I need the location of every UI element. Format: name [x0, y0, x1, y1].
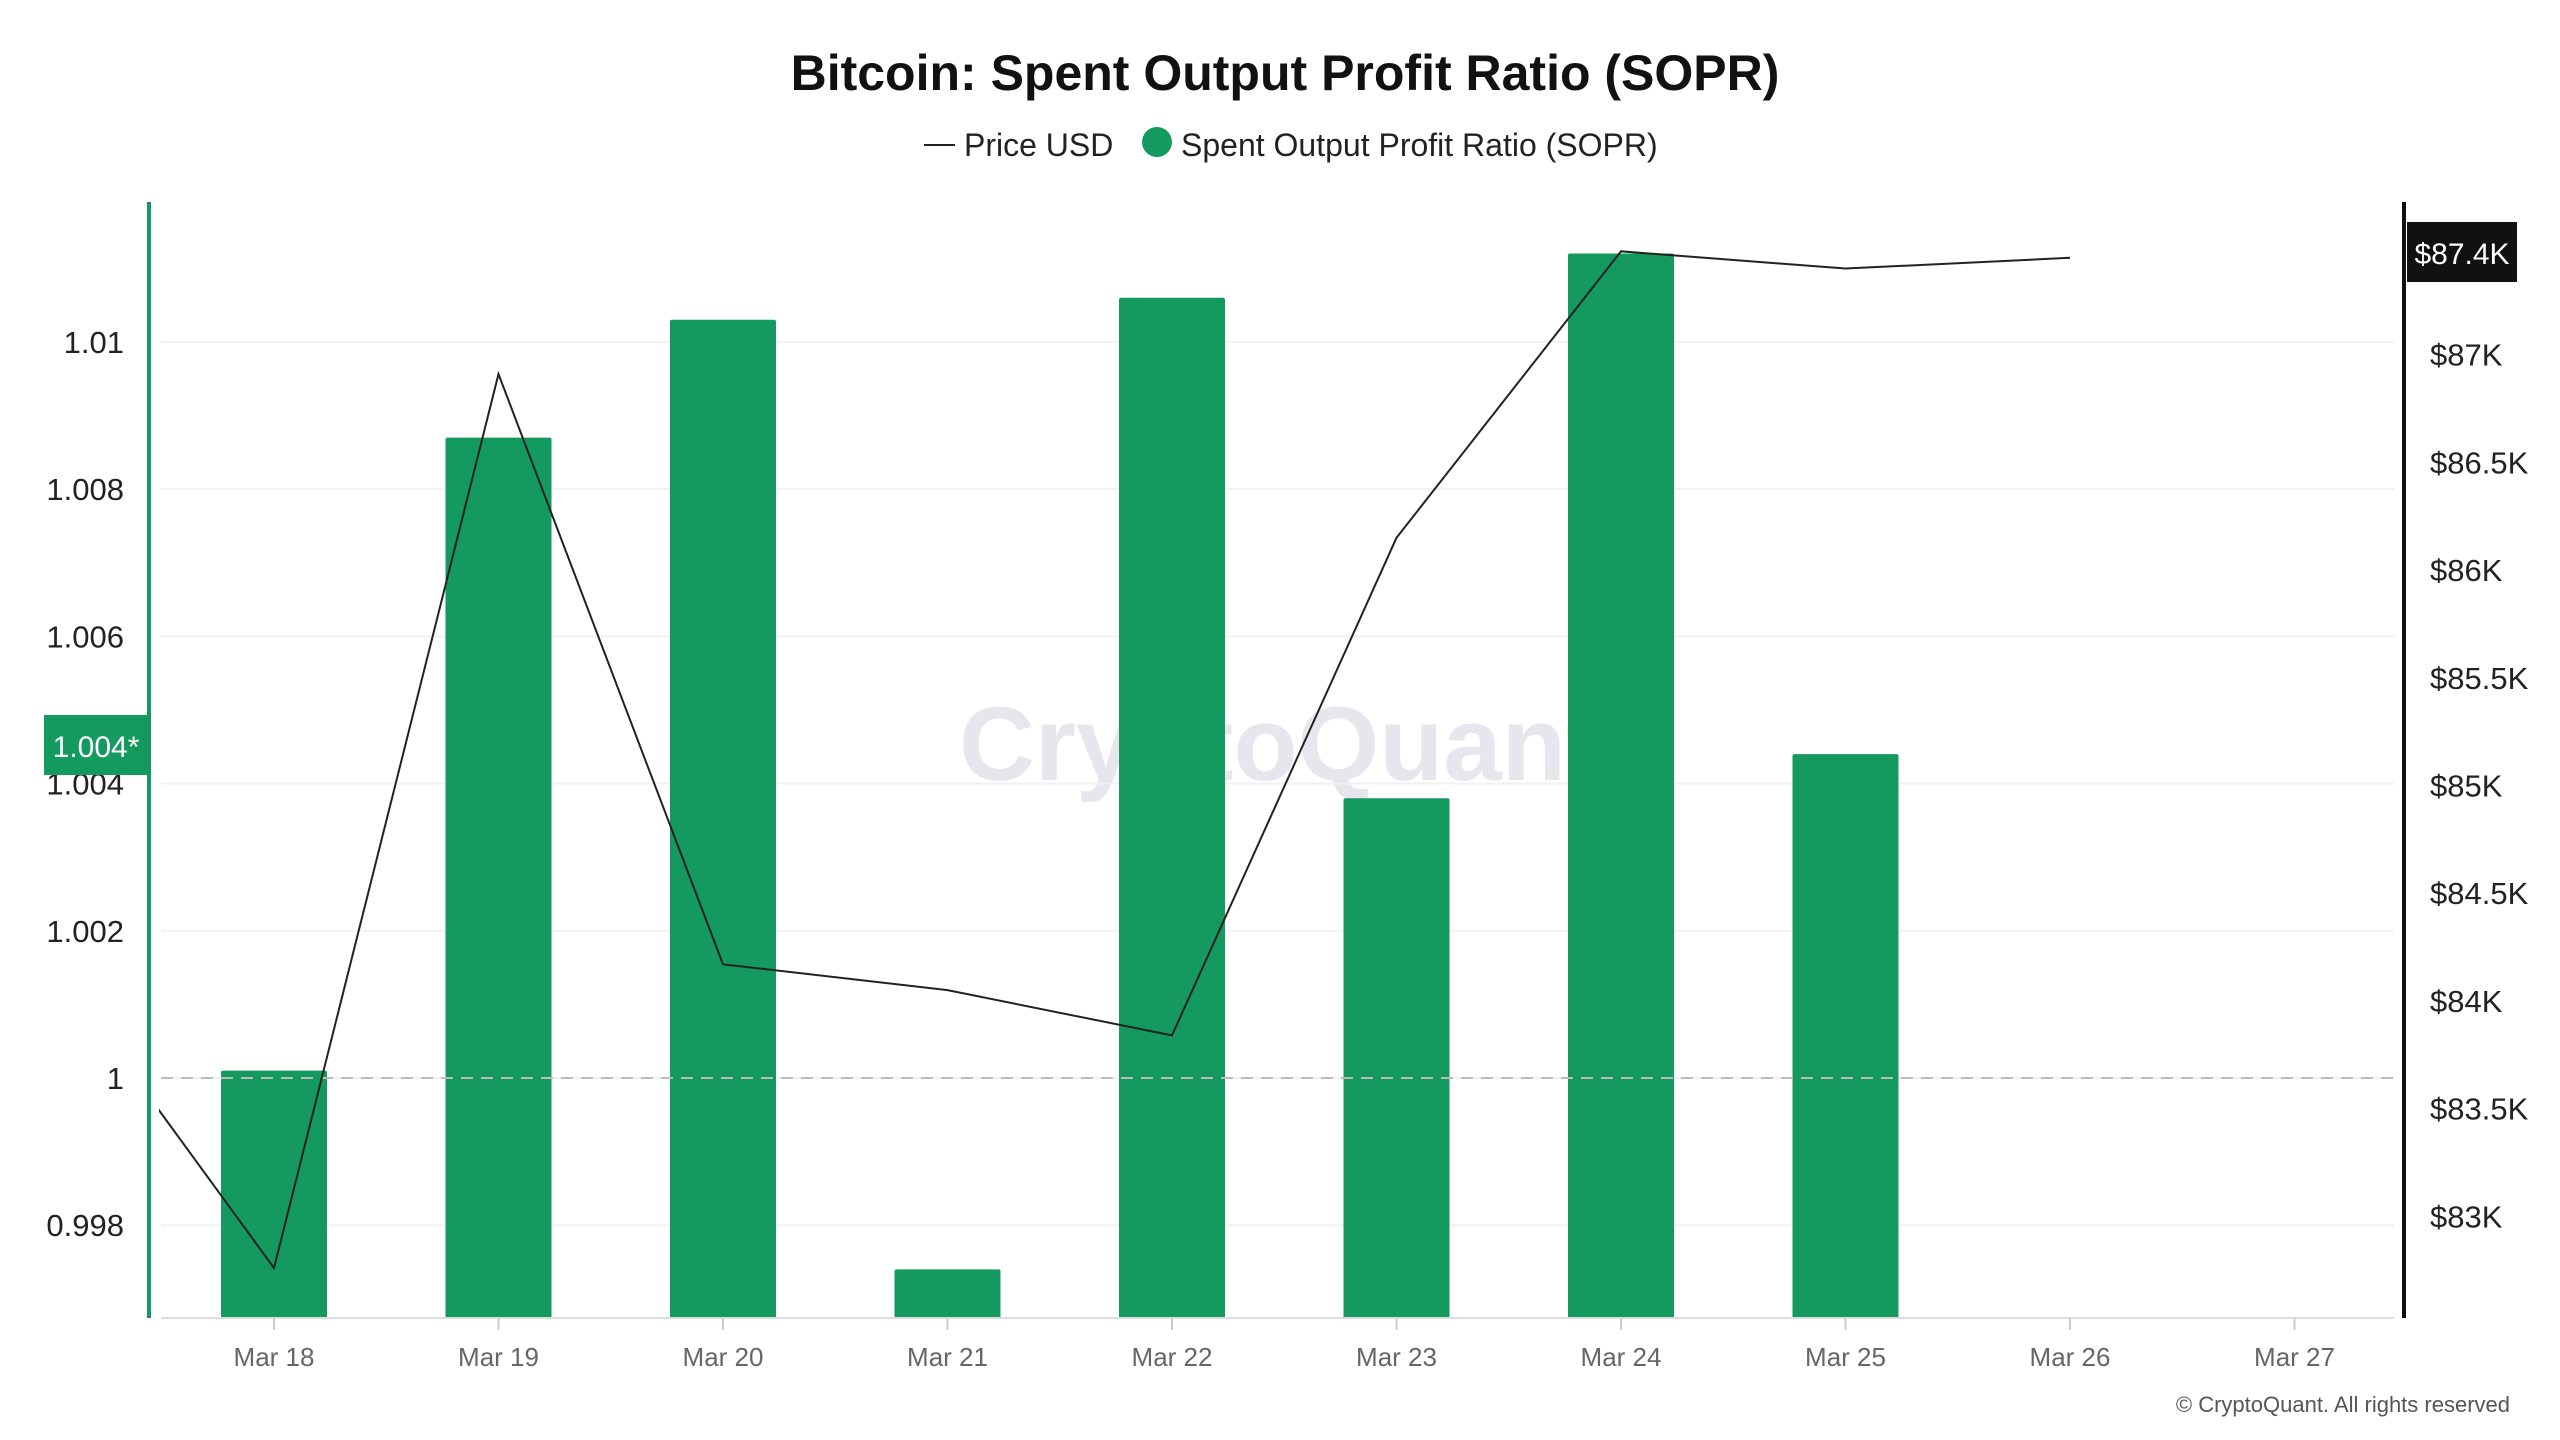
legend-label-price: Price USD: [964, 127, 1113, 163]
legend-label-sopr: Spent Output Profit Ratio (SOPR): [1181, 127, 1658, 163]
x-tick-label: Mar 19: [458, 1342, 539, 1372]
y-right-tick-label: $85.5K: [2430, 661, 2529, 696]
sopr-bar: [1792, 754, 1899, 1318]
sopr-bar: [445, 437, 552, 1319]
y-left-tick-label: 1.008: [46, 472, 124, 507]
y-right-tick-label: $84.5K: [2430, 876, 2529, 911]
y-right-tick-label: $83.5K: [2430, 1092, 2529, 1127]
legend: Price USD Spent Output Profit Ratio (SOP…: [924, 127, 1658, 163]
sopr-bar: [894, 1269, 1001, 1318]
x-tick-label: Mar 24: [1581, 1342, 1662, 1372]
x-tick-label: Mar 27: [2254, 1342, 2335, 1372]
x-tick-label: Mar 26: [2030, 1342, 2111, 1372]
y-left-tick-label: 1.01: [64, 325, 124, 360]
sopr-bar: [670, 319, 776, 1318]
x-tick-label: Mar 22: [1132, 1342, 1213, 1372]
y-left-tick-label: 1.006: [46, 619, 124, 654]
x-tick-label: Mar 23: [1356, 1342, 1437, 1372]
legend-circle-icon: [1142, 127, 1172, 157]
sopr-bar: [221, 1070, 327, 1318]
left-marker: 1.004*: [44, 715, 149, 775]
legend-item-sopr[interactable]: Spent Output Profit Ratio (SOPR): [1142, 127, 1658, 163]
y-right-tick-label: $83K: [2430, 1199, 2503, 1234]
y-left-tick-label: 0.998: [46, 1208, 124, 1243]
left-marker-label: 1.004*: [53, 731, 140, 764]
y-right-tick-label: $84K: [2430, 984, 2503, 1019]
bars: [221, 253, 1899, 1319]
x-tick-label: Mar 20: [683, 1342, 764, 1372]
price-series-line: [159, 250, 2071, 1271]
watermark: CryptoQuant: [959, 686, 1601, 803]
x-tick-label: Mar 21: [907, 1342, 988, 1372]
legend-item-price[interactable]: Price USD: [924, 127, 1113, 163]
tick-labels: 0.99811.0021.0041.0061.0081.01$83K$83.5K…: [46, 325, 2528, 1372]
y-right-tick-label: $86.5K: [2430, 445, 2529, 480]
chart-title: Bitcoin: Spent Output Profit Ratio (SOPR…: [791, 45, 1780, 101]
x-tick-label: Mar 18: [234, 1342, 315, 1372]
sopr-bar: [1119, 297, 1225, 1318]
y-left-tick-label: 1.002: [46, 914, 124, 949]
x-tick-label: Mar 25: [1805, 1342, 1886, 1372]
right-marker-label: $87.4K: [2414, 238, 2509, 271]
copyright: © CryptoQuant. All rights reserved: [2176, 1392, 2510, 1417]
right-marker: $87.4K: [2407, 222, 2517, 282]
price-line: [159, 250, 2071, 1271]
y-right-tick-label: $87K: [2430, 338, 2503, 373]
y-right-tick-label: $85K: [2430, 769, 2503, 804]
sopr-bar: [1343, 798, 1450, 1318]
y-left-tick-label: 1: [107, 1061, 124, 1096]
y-right-tick-label: $86K: [2430, 553, 2503, 588]
sopr-bar: [1568, 253, 1674, 1318]
